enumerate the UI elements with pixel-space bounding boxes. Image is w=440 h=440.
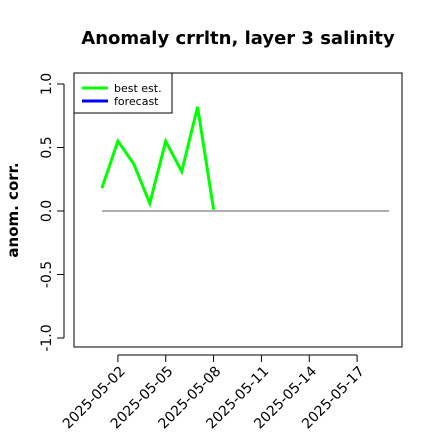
y-axis: -1.0 -0.5 0.0 0.5 1.0 — [39, 73, 65, 352]
legend-label: best est. — [114, 82, 162, 95]
plot-frame — [73, 72, 403, 348]
y-tick-label: -0.5 — [39, 261, 55, 288]
y-tick-label: 0.0 — [39, 200, 55, 222]
y-tick-label: -1.0 — [39, 324, 55, 351]
x-axis: 2025-05-022025-05-052025-05-082025-05-11… — [60, 354, 368, 432]
legend-label: forecast — [114, 95, 159, 108]
series-line-best-est — [100, 106, 216, 210]
plot-area — [100, 106, 389, 212]
y-tick-label: 1.0 — [39, 73, 55, 95]
legend-box — [73, 72, 173, 114]
y-axis-label: anom. corr. — [4, 162, 22, 257]
y-tick-label: 0.5 — [39, 136, 55, 158]
chart-title: Anomaly crrltn, layer 3 salinity — [81, 28, 395, 49]
legend: best est.forecast — [73, 72, 173, 114]
